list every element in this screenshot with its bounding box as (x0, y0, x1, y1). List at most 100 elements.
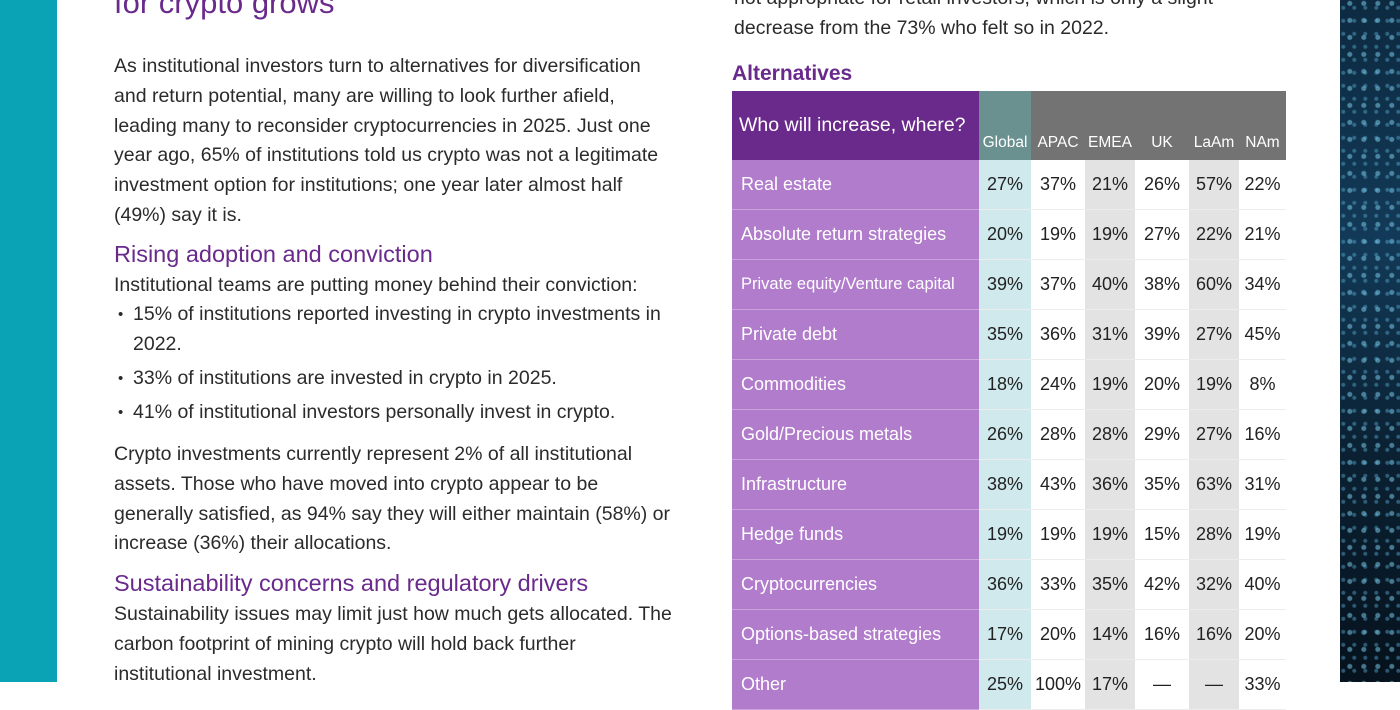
table-cell: 35% (1085, 559, 1135, 610)
section-title: for crypto grows (114, 0, 335, 20)
column-header-apac: APAC (1031, 91, 1085, 160)
table-cell: 21% (1239, 209, 1286, 260)
table-cell: 25% (979, 659, 1031, 710)
table-cell: 19% (1031, 509, 1085, 560)
table-cell: 8% (1239, 359, 1286, 410)
table-cell: 22% (1189, 209, 1239, 260)
table-cell: 31% (1085, 309, 1135, 360)
table-cell: 19% (1031, 209, 1085, 260)
alternatives-table: Who will increase, where? Global APAC EM… (732, 91, 1286, 710)
column-header-nam: NAm (1239, 91, 1286, 160)
table-cell: 35% (1135, 459, 1189, 510)
adoption-lead: Institutional teams are putting money be… (114, 274, 638, 296)
table-cell: 19% (979, 509, 1031, 560)
table-cell: 19% (1189, 359, 1239, 410)
table-cell: 32% (1189, 559, 1239, 610)
table-cell: — (1135, 659, 1189, 710)
table-cell: 37% (1031, 259, 1085, 310)
table-cell: 42% (1135, 559, 1189, 610)
left-teal-band (0, 0, 57, 682)
column-header-laam: LaAm (1189, 91, 1239, 160)
table-cell: 63% (1189, 459, 1239, 510)
table-cell: 27% (1189, 409, 1239, 460)
table-cell: 19% (1085, 209, 1135, 260)
row-label: Hedge funds (732, 509, 979, 560)
intro-paragraph: As institutional investors turn to alter… (114, 55, 659, 226)
table-cell: 16% (1135, 609, 1189, 660)
bullet-item: 41% of institutional investors personall… (114, 398, 674, 428)
table-row: Private equity/Venture capital 39% 37% 4… (732, 259, 1286, 310)
table-cell: 27% (1189, 309, 1239, 360)
table-row: Cryptocurrencies 36% 33% 35% 42% 32% 40% (732, 559, 1286, 610)
table-cell: 33% (1239, 659, 1286, 710)
row-label: Private equity/Venture capital (732, 259, 979, 310)
row-label: Private debt (732, 309, 979, 360)
report-page: for crypto grows As institutional invest… (57, 0, 1340, 710)
column-header-global: Global (979, 91, 1031, 160)
table-row: Absolute return strategies 20% 19% 19% 2… (732, 209, 1286, 260)
table-corner-label: Who will increase, where? (732, 91, 979, 160)
row-label: Options-based strategies (732, 609, 979, 660)
table-cell: 22% (1239, 160, 1286, 210)
retail-investors-paragraph: not appropriate for retail investors, wh… (734, 0, 1213, 39)
table-cell: 36% (1085, 459, 1135, 510)
table-cell: 39% (1135, 309, 1189, 360)
row-label: Other (732, 659, 979, 710)
table-cell: 18% (979, 359, 1031, 410)
table-cell: 19% (1239, 509, 1286, 560)
table-cell: 35% (979, 309, 1031, 360)
table-cell: 60% (1189, 259, 1239, 310)
table-heading: Alternatives (732, 62, 853, 85)
bullet-item: 33% of institutions are invested in cryp… (114, 364, 674, 394)
table-row: Other 25% 100% 17% — — 33% (732, 659, 1286, 710)
column-header-emea: EMEA (1085, 91, 1135, 160)
table-cell: 45% (1239, 309, 1286, 360)
sustainability-paragraph: Sustainability issues may limit just how… (114, 603, 672, 685)
table-row: Commodities 18% 24% 19% 20% 19% 8% (732, 359, 1286, 410)
table-cell: 27% (979, 160, 1031, 210)
heading-rising-adoption: Rising adoption and conviction (114, 241, 433, 267)
table-cell: 20% (1031, 609, 1085, 660)
table-cell: 27% (1135, 209, 1189, 260)
row-label: Gold/Precious metals (732, 409, 979, 460)
adoption-bullets: 15% of institutions reported investing i… (114, 300, 674, 433)
table-cell: 36% (1031, 309, 1085, 360)
table-cell: 38% (979, 459, 1031, 510)
table-cell: 26% (1135, 160, 1189, 210)
table-cell: 17% (979, 609, 1031, 660)
table-cell: 40% (1239, 559, 1286, 610)
table-cell: 100% (1031, 659, 1085, 710)
table-cell: 14% (1085, 609, 1135, 660)
table-cell: 28% (1085, 409, 1135, 460)
table-cell: 36% (979, 559, 1031, 610)
table-cell: 16% (1189, 609, 1239, 660)
table-cell: 39% (979, 259, 1031, 310)
table-cell: 38% (1135, 259, 1189, 310)
table-cell: 17% (1085, 659, 1135, 710)
table-cell: 19% (1085, 509, 1135, 560)
table-cell: 28% (1189, 509, 1239, 560)
table-row: Private debt 35% 36% 31% 39% 27% 45% (732, 309, 1286, 360)
table-cell: 33% (1031, 559, 1085, 610)
row-label: Cryptocurrencies (732, 559, 979, 610)
table-cell: 24% (1031, 359, 1085, 410)
table-cell: 20% (1239, 609, 1286, 660)
table-row: Real estate 27% 37% 21% 26% 57% 22% (732, 160, 1286, 210)
table-cell: 21% (1085, 160, 1135, 210)
table-cell: 43% (1031, 459, 1085, 510)
table-cell: 37% (1031, 160, 1085, 210)
bullet-item: 15% of institutions reported investing i… (114, 300, 674, 360)
table-cell: 20% (1135, 359, 1189, 410)
table-cell: 28% (1031, 409, 1085, 460)
table-cell: 15% (1135, 509, 1189, 560)
table-cell: 16% (1239, 409, 1286, 460)
table-row: Hedge funds 19% 19% 19% 15% 28% 19% (732, 509, 1286, 560)
heading-sustainability: Sustainability concerns and regulatory d… (114, 570, 589, 596)
table-cell: 29% (1135, 409, 1189, 460)
row-label: Commodities (732, 359, 979, 410)
table-cell: 20% (979, 209, 1031, 260)
row-label: Absolute return strategies (732, 209, 979, 260)
table-cell: 34% (1239, 259, 1286, 310)
column-header-uk: UK (1135, 91, 1189, 160)
table-cell: — (1189, 659, 1239, 710)
